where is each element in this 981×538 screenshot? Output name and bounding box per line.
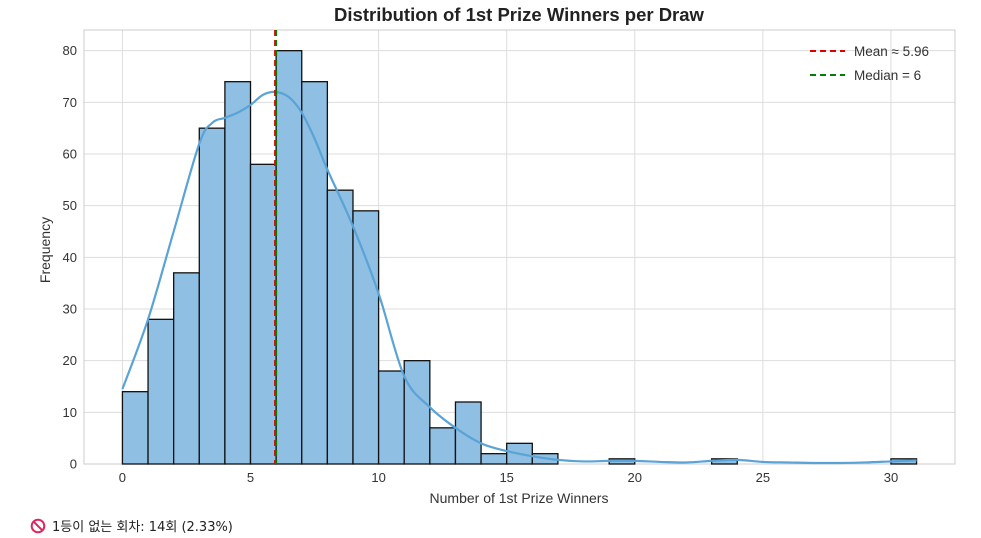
chart-title: Distribution of 1st Prize Winners per Dr… (334, 4, 705, 25)
y-tick-label: 10 (63, 405, 77, 420)
x-tick-label: 10 (371, 470, 385, 485)
histogram-bar (377, 370, 405, 465)
histogram-bar (173, 272, 200, 465)
x-tick-label: 25 (756, 470, 770, 485)
y-tick-label: 50 (63, 198, 77, 213)
histogram-bar (454, 401, 482, 465)
legend-label: Mean ≈ 5.96 (854, 44, 929, 59)
x-tick-label: 0 (119, 470, 126, 485)
prohibited-icon (30, 518, 46, 534)
histogram-bar (301, 81, 329, 465)
histogram-bar (249, 163, 277, 465)
histogram-bar (480, 453, 508, 465)
histogram-bar (275, 50, 303, 465)
histogram-bar (403, 360, 431, 465)
no-winner-note: 1등이 없는 회차: 14회 (2.33%) (30, 516, 233, 535)
histogram-bar (429, 427, 457, 465)
y-tick-label: 0 (70, 457, 77, 472)
y-tick-label: 30 (63, 302, 77, 317)
y-tick-label: 70 (63, 95, 77, 110)
histogram-bar (198, 127, 226, 465)
x-axis-label: Number of 1st Prize Winners (430, 490, 609, 506)
y-tick-label: 40 (63, 250, 77, 265)
x-tick-label: 15 (499, 470, 513, 485)
x-tick-label: 30 (884, 470, 898, 485)
histogram-bar (224, 81, 252, 465)
x-tick-label: 20 (628, 470, 642, 485)
y-tick-label: 80 (63, 43, 77, 58)
histogram-bar (326, 189, 354, 465)
x-tick-label: 5 (247, 470, 254, 485)
y-tick-label: 60 (63, 147, 77, 162)
legend-label: Median = 6 (854, 68, 921, 83)
histogram-bar (352, 210, 380, 465)
no-winner-text: 1등이 없는 회차: 14회 (2.33%) (52, 520, 233, 535)
kde-curve (121, 90, 917, 465)
histogram-bar (121, 391, 149, 465)
histogram-bar (147, 318, 175, 465)
y-axis-label: Frequency (37, 217, 53, 283)
y-tick-label: 20 (63, 353, 77, 368)
